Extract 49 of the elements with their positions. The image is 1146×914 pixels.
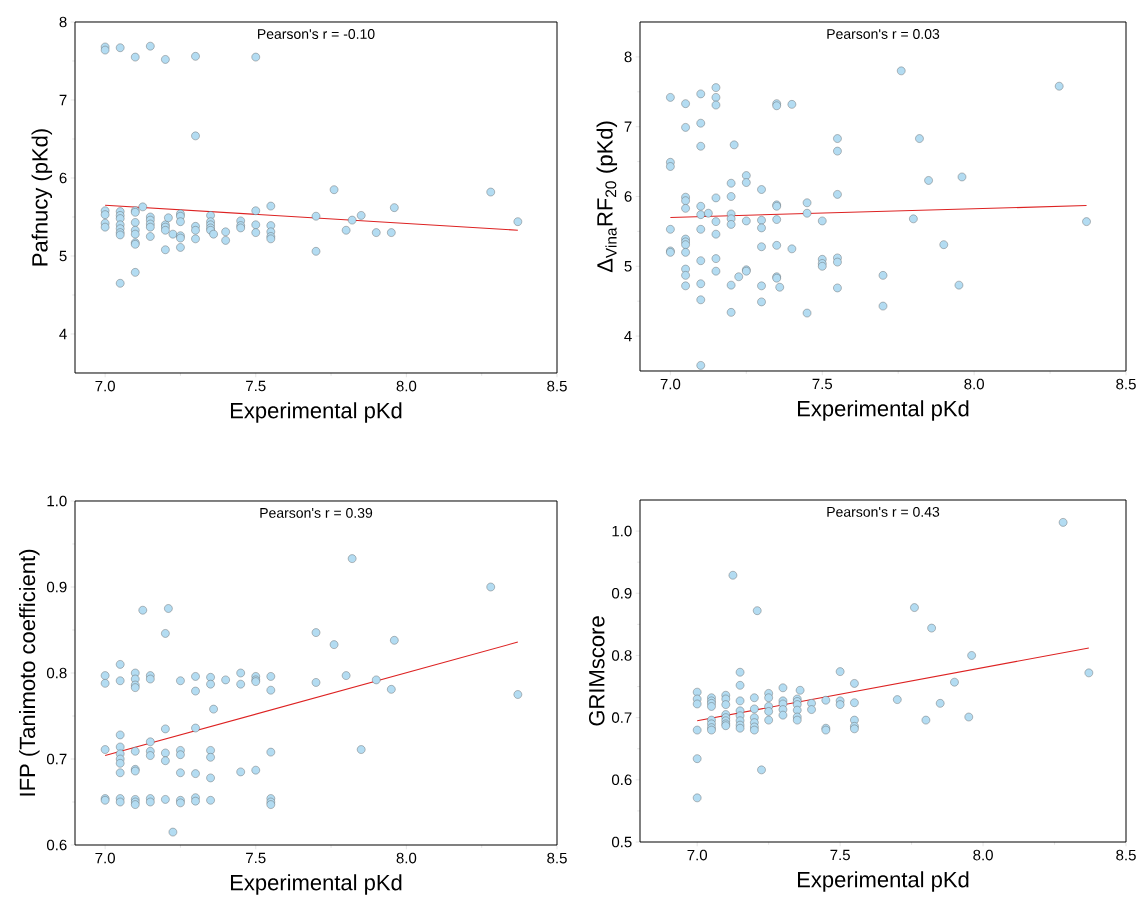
y-tick-label: 6	[59, 172, 67, 184]
x-tick-label: 8.5	[1116, 378, 1136, 390]
y-tick-label: 0.9	[46, 581, 67, 593]
x-axis-title: Experimental pKd	[230, 874, 402, 895]
x-tick-label: 8.0	[964, 378, 984, 390]
y-tick-label: 6	[624, 191, 632, 202]
x-axis-title: Experimental pKd	[798, 400, 969, 421]
y-axis-title: IFP (Tanimoto coefficient)	[19, 549, 40, 796]
y-tick-label: 1.0	[612, 525, 632, 537]
y-axis-title: Pafnucy (pKd)	[31, 129, 53, 266]
x-tick-label: 8.0	[396, 852, 417, 864]
y-tick-label: 0.7	[46, 753, 67, 765]
annotation: Pearson's r = 0.43	[827, 506, 940, 517]
y-tick-label: 0.6	[46, 839, 67, 851]
y-axis-title: Δ$_{Vina}$RF$_{20}$ (pKd)	[596, 121, 618, 273]
y-tick-label: 0.6	[611, 774, 632, 786]
x-tick-label: 7.5	[830, 849, 850, 861]
x-tick-label: 7.0	[95, 380, 115, 392]
x-tick-label: 8.5	[1116, 849, 1136, 861]
y-tick-label: 0.9	[611, 587, 632, 599]
x-tick-label: 7.0	[95, 852, 115, 864]
y-tick-label: 0.7	[611, 712, 632, 723]
x-tick-label: 8.5	[547, 380, 567, 392]
x-tick-label: 8.0	[973, 849, 993, 861]
x-axis-title: Experimental pKd	[230, 402, 402, 423]
annotation: Pearson's r = -0.10	[258, 29, 375, 39]
x-tick-label: 7.5	[812, 378, 833, 390]
y-tick-label: 5	[59, 250, 67, 262]
y-tick-label: 8	[624, 51, 632, 63]
y-tick-label: 0.5	[611, 836, 632, 848]
y-tick-label: 5	[624, 261, 632, 272]
y-tick-label: 0.8	[46, 667, 67, 679]
y-tick-label: 1.0	[47, 495, 67, 507]
y-tick-label: 0.8	[611, 650, 632, 661]
y-tick-label: 8	[59, 16, 67, 28]
x-tick-label: 7.0	[660, 378, 681, 390]
x-tick-label: 7.5	[246, 852, 266, 864]
y-tick-label: 4	[624, 330, 632, 342]
y-tick-label: 7	[624, 121, 632, 132]
annotation: Pearson's r = 0.39	[260, 507, 373, 518]
annotation: Pearson's r = 0.03	[827, 29, 940, 39]
y-tick-label: 4	[59, 328, 67, 340]
x-axis-title: Experimental pKd	[798, 871, 969, 892]
x-tick-label: 7.0	[687, 849, 708, 861]
x-tick-label: 8.5	[547, 852, 567, 864]
x-tick-label: 8.0	[396, 380, 417, 392]
y-axis-title: GRIMscore	[588, 616, 605, 726]
y-tick-label: 7	[59, 94, 67, 106]
x-tick-label: 7.5	[246, 380, 266, 392]
